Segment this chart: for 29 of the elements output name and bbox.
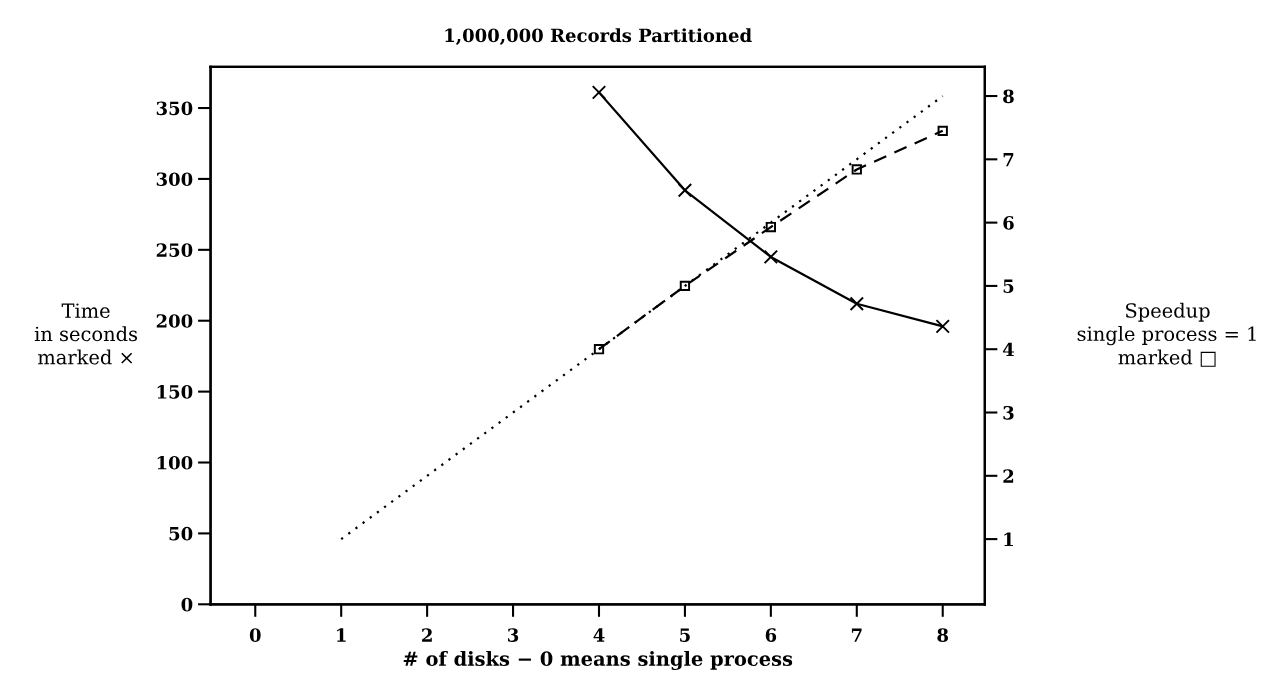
y2-tick-label: 6 (1003, 216, 1014, 230)
y2-axis-title: Speedup single process = 1 marked □ (1077, 302, 1256, 367)
y-tick-label: 100 (157, 455, 193, 470)
x-axis-title: # of disks − 0 means single process (403, 650, 793, 671)
y2-tick-label: 4 (1002, 342, 1015, 357)
y-tick-label: 350 (156, 101, 193, 116)
x-tick-label: 6 (765, 628, 777, 642)
y-tick-label: 150 (157, 385, 193, 399)
x-tick-label: 4 (593, 628, 605, 642)
y2-tick-label: 1 (1004, 532, 1013, 546)
y-tick-label: 250 (156, 243, 193, 257)
y2-tick-label: 3 (1003, 405, 1014, 420)
y-axis-title: Time in seconds marked × (34, 303, 138, 365)
x-tick-label: 5 (680, 628, 690, 642)
y2-tick-label: 2 (1003, 469, 1014, 483)
y-tick-label: 300 (156, 172, 193, 187)
x-tick-label: 7 (851, 628, 862, 642)
y2-tick-label: 7 (1003, 153, 1014, 167)
x-tick-label: 8 (937, 628, 949, 642)
x-tick-label: 0 (249, 628, 261, 642)
x-tick-label: 2 (422, 628, 432, 642)
x-tick-label: 3 (508, 628, 519, 642)
x-tick-label: 1 (337, 628, 346, 642)
y-tick-label: 200 (156, 314, 193, 328)
y-tick-label: 0 (181, 597, 193, 612)
chart-title: 1,000,000 Records Partitioned (445, 28, 752, 45)
y2-tick-label: 5 (1003, 279, 1014, 294)
y2-tick-label: 8 (1003, 89, 1014, 104)
y-tick-label: 50 (169, 526, 193, 541)
